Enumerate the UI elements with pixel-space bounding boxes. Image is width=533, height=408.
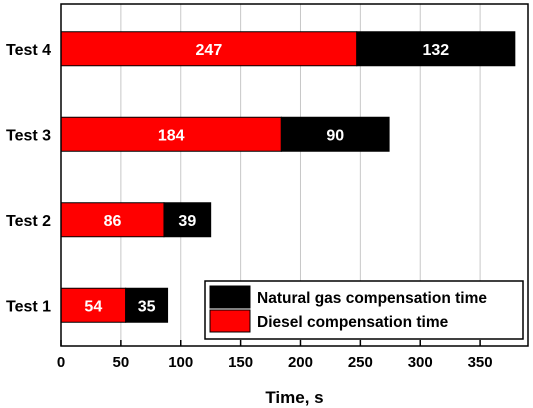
plot-frame bbox=[60, 3, 529, 347]
bar-segment bbox=[60, 116, 282, 152]
category-label: Test 2 bbox=[6, 213, 51, 230]
bar-value-label: 54 bbox=[84, 298, 102, 315]
bar-value-label: 86 bbox=[104, 213, 122, 230]
x-tick-label: 50 bbox=[113, 354, 130, 371]
bar-value-label: 247 bbox=[196, 42, 223, 59]
bar-segment bbox=[60, 202, 165, 238]
x-tick-label: 150 bbox=[228, 354, 253, 371]
x-tick-label: 100 bbox=[168, 354, 193, 371]
x-tick-label: 0 bbox=[57, 354, 65, 371]
bar-segment bbox=[125, 287, 169, 323]
bar-segment bbox=[280, 116, 390, 152]
bar-labels: 54 35 86 39 184 90 247 132 bbox=[84, 42, 449, 316]
x-axis-ticks: 0 50 100 150 200 250 300 350 bbox=[57, 340, 493, 371]
bar-segment bbox=[356, 31, 516, 67]
category-labels: Test 1 Test 2 Test 3 Test 4 bbox=[6, 42, 51, 316]
x-tick-label: 200 bbox=[288, 354, 313, 371]
legend-label: Diesel compensation time bbox=[257, 314, 449, 331]
bar-value-label: 184 bbox=[158, 127, 185, 144]
bar-value-label: 39 bbox=[178, 213, 196, 230]
category-label: Test 3 bbox=[6, 127, 51, 144]
category-label: Test 1 bbox=[6, 298, 51, 315]
bars bbox=[60, 31, 516, 323]
x-tick-label: 350 bbox=[468, 354, 493, 371]
category-label: Test 4 bbox=[6, 42, 51, 59]
legend: Natural gas compensation time Diesel comp… bbox=[204, 280, 524, 340]
legend-swatch bbox=[209, 285, 251, 309]
legend-box bbox=[204, 280, 524, 340]
x-tick-label: 300 bbox=[408, 354, 433, 371]
legend-swatch bbox=[209, 309, 251, 333]
bar-value-label: 132 bbox=[422, 42, 449, 59]
bar-value-label: 90 bbox=[326, 127, 344, 144]
bar-value-label: 35 bbox=[138, 298, 156, 315]
legend-label: Natural gas compensation time bbox=[257, 290, 487, 307]
x-tick-label: 250 bbox=[348, 354, 373, 371]
x-axis-title: Time, s bbox=[265, 388, 323, 407]
bar-segment bbox=[163, 202, 212, 238]
